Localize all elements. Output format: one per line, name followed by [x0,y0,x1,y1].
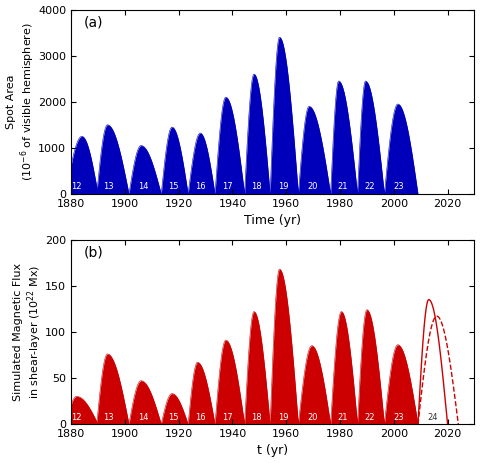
Text: (a): (a) [83,15,103,29]
Text: 19: 19 [278,182,289,191]
Text: 13: 13 [104,413,114,422]
Text: 12: 12 [72,182,82,191]
Text: 20: 20 [308,182,318,191]
Text: 17: 17 [222,413,232,422]
Text: 16: 16 [195,413,205,422]
Text: 13: 13 [104,182,114,191]
Text: 14: 14 [139,182,149,191]
Text: 22: 22 [364,182,375,191]
X-axis label: t (yr): t (yr) [257,444,288,457]
Text: 12: 12 [72,413,82,422]
Text: 17: 17 [222,182,232,191]
Text: 16: 16 [195,182,205,191]
Text: 15: 15 [168,413,179,422]
Y-axis label: Simulated Magnetic Flux
in shear-layer (10$^{22}$ Mx): Simulated Magnetic Flux in shear-layer (… [12,263,44,401]
Text: 22: 22 [364,413,375,422]
Text: 15: 15 [168,182,179,191]
Text: (b): (b) [83,245,103,259]
Text: 18: 18 [252,182,262,191]
Text: 21: 21 [337,413,348,422]
Text: 21: 21 [337,182,348,191]
Y-axis label: Spot Area
(10$^{-6}$ of visible hemisphere): Spot Area (10$^{-6}$ of visible hemisphe… [6,22,37,181]
Text: 23: 23 [394,413,405,422]
X-axis label: Time (yr): Time (yr) [244,214,301,227]
Text: 23: 23 [394,182,405,191]
Text: 24: 24 [428,413,438,422]
Text: 14: 14 [139,413,149,422]
Text: 20: 20 [308,413,318,422]
Text: 19: 19 [278,413,289,422]
Text: 18: 18 [252,413,262,422]
